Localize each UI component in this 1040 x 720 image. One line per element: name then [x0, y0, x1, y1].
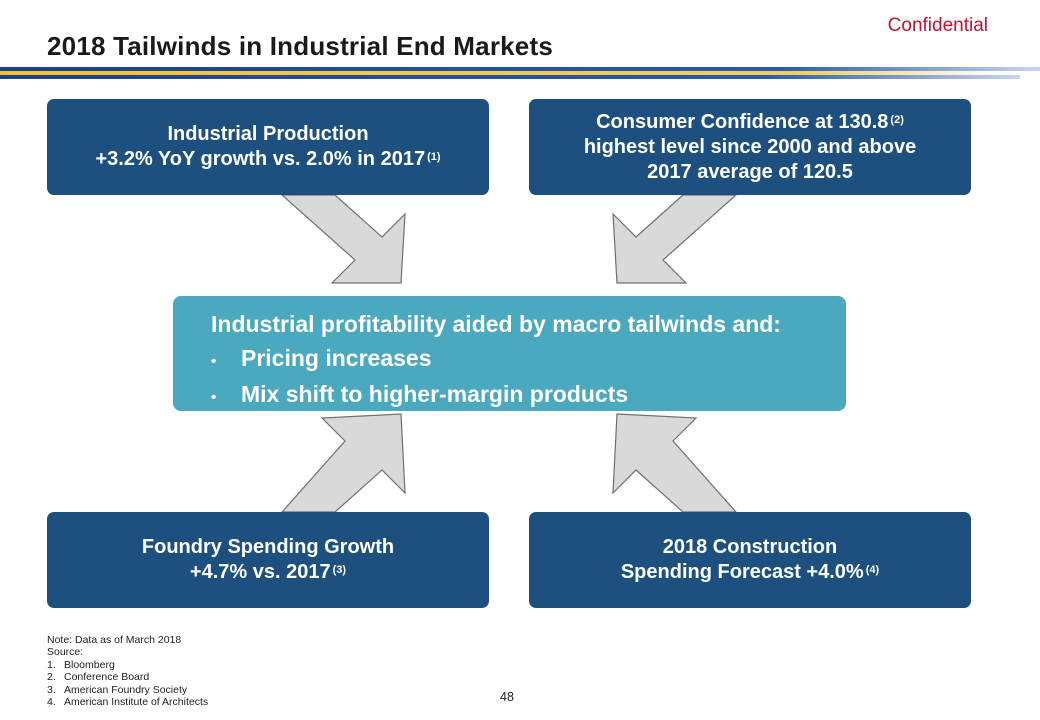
- page-number: 48: [500, 690, 514, 704]
- footnote-ref: (3): [332, 564, 347, 576]
- arrow-top-left: [280, 194, 406, 284]
- box-line: Spending Forecast +4.0% (4): [620, 561, 880, 583]
- header-rule: [0, 67, 1040, 79]
- box-line: +3.2% YoY growth vs. 2.0% in 2017 (1): [95, 148, 441, 170]
- source-item: 1. Bloomberg: [47, 658, 115, 671]
- footnote-ref: (1): [427, 151, 441, 163]
- source-label: Source:: [47, 646, 84, 659]
- page-title: 2018 Tailwinds in Industrial End Markets: [47, 31, 553, 61]
- confidential-label: Confidential: [887, 15, 988, 36]
- panel-heading: Industrial profitability aided by macro …: [211, 311, 781, 337]
- consumer-confidence-box: Consumer Confidence at 130.8 (2) highest …: [529, 99, 971, 195]
- bullet-icon: •: [211, 389, 217, 406]
- box-line: Foundry Spending Growth: [141, 536, 395, 558]
- foundry-spending-box: Foundry Spending Growth +4.7% vs. 2017 (3…: [47, 512, 489, 608]
- list-item: • Mix shift to higher-margin products: [211, 378, 846, 414]
- footnote-ref: (4): [865, 564, 880, 576]
- source-item: 2. Conference Board: [47, 671, 150, 684]
- box-line: highest level since 2000 and above: [583, 135, 917, 158]
- construction-spending-box: 2018 Construction Spending Forecast +4.0…: [529, 512, 971, 608]
- footnotes: Note: Data as of March 2018 Source: 1. Bl…: [47, 634, 208, 708]
- arrow-bottom-left: [280, 413, 406, 513]
- footnote-ref: (2): [890, 113, 904, 126]
- arrow-bottom-right: [612, 413, 738, 513]
- box-line: Industrial Production: [167, 123, 369, 145]
- list-item: • Pricing increases: [211, 342, 846, 378]
- arrow-top-right: [612, 194, 738, 284]
- box-line: Consumer Confidence at 130.8 (2): [596, 110, 904, 133]
- box-line: +4.7% vs. 2017 (3): [189, 561, 347, 583]
- source-item: 4. American Institute of Architects: [47, 696, 209, 709]
- box-line: 2018 Construction: [662, 536, 838, 558]
- source-item: 3. American Foundry Society: [47, 683, 188, 696]
- industrial-production-box: Industrial Production +3.2% YoY growth v…: [47, 99, 489, 195]
- industrial-profitability-panel: Industrial profitability aided by macro …: [173, 296, 846, 411]
- box-line: 2017 average of 120.5: [647, 160, 853, 183]
- bullet-icon: •: [211, 353, 217, 370]
- panel-bullets: • Pricing increases • Mix shift to higher-…: [211, 342, 846, 414]
- note-text: Note: Data as of March 2018: [47, 634, 182, 646]
